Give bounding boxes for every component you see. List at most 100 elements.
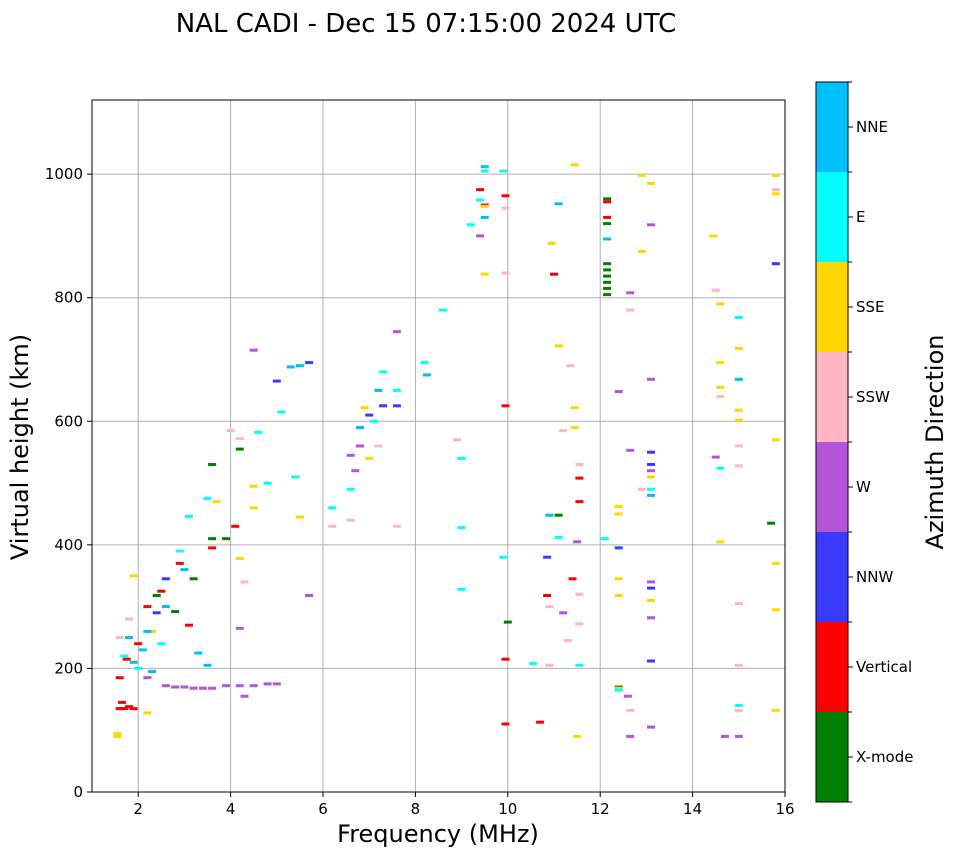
data-point <box>536 720 545 724</box>
data-point <box>122 657 131 661</box>
data-point <box>716 302 725 306</box>
data-point <box>208 686 217 690</box>
data-point <box>480 169 489 173</box>
data-point <box>240 694 249 698</box>
plot-frame-bg <box>92 100 785 792</box>
data-point <box>171 610 180 614</box>
colorbar-segment-nnw <box>816 532 848 622</box>
data-point <box>235 626 244 630</box>
data-point <box>545 513 554 517</box>
data-point <box>543 555 552 559</box>
data-point <box>328 506 337 510</box>
x-axis-label: Frequency (MHz) <box>337 820 539 848</box>
x-axis-ticks: 2 4 6 8 10 12 14 16 <box>133 792 795 818</box>
data-point <box>550 272 558 276</box>
data-point <box>603 200 612 204</box>
data-point <box>180 685 189 689</box>
data-point <box>647 659 655 663</box>
data-point <box>476 188 485 192</box>
y-tick-label: 400 <box>54 536 83 554</box>
data-point <box>360 406 369 410</box>
series-vertical <box>115 188 612 726</box>
data-point <box>374 444 383 448</box>
x-tick-label: 10 <box>498 800 517 818</box>
data-point <box>570 406 579 410</box>
data-point <box>647 616 655 620</box>
series-sse <box>113 163 780 738</box>
data-point <box>194 651 203 655</box>
data-point <box>720 734 729 738</box>
data-point <box>305 361 314 365</box>
data-point <box>113 731 122 735</box>
colorbar-segment-x-mode <box>816 712 848 802</box>
data-point <box>134 642 143 646</box>
data-point <box>503 620 512 624</box>
data-point <box>734 602 743 606</box>
data-point <box>734 377 743 381</box>
data-point <box>365 456 374 460</box>
data-point <box>189 686 198 690</box>
data-point <box>351 469 360 473</box>
data-point <box>547 241 556 245</box>
colorbar-tick-label: NNW <box>856 568 893 586</box>
colorbar-segment-ssw <box>816 352 848 442</box>
data-point <box>711 455 720 459</box>
data-point <box>157 589 166 593</box>
chart-title: NAL CADI - Dec 15 07:15:00 2024 UTC <box>176 9 676 39</box>
data-point <box>734 346 743 350</box>
data-point <box>603 222 612 226</box>
data-point <box>113 734 122 738</box>
data-point <box>249 484 258 488</box>
y-tick-label: 200 <box>54 659 83 677</box>
data-point <box>272 379 281 383</box>
y-axis-label: Virtual height (km) <box>6 334 34 560</box>
data-point <box>545 605 554 609</box>
data-point <box>637 487 646 491</box>
data-point <box>143 629 152 633</box>
data-point <box>161 605 170 609</box>
data-point <box>559 611 568 615</box>
data-point <box>623 694 632 698</box>
data-point <box>614 546 623 550</box>
colorbar-frame <box>815 81 849 803</box>
data-point <box>647 493 655 497</box>
data-point <box>499 169 508 173</box>
data-point <box>647 223 655 227</box>
data-point <box>734 418 743 422</box>
data-point <box>626 708 635 712</box>
colorbar-tick-label: SSE <box>856 298 885 316</box>
data-point <box>295 364 304 368</box>
data-point <box>647 377 655 381</box>
data-point <box>575 476 584 480</box>
data-point <box>603 286 612 290</box>
data-point <box>626 291 635 295</box>
data-point <box>272 682 281 686</box>
data-point <box>501 194 510 198</box>
data-point <box>573 734 582 738</box>
data-point <box>286 365 295 369</box>
data-point <box>614 505 623 509</box>
data-point <box>115 676 124 680</box>
data-point <box>208 537 217 541</box>
data-point <box>711 288 720 292</box>
data-point <box>734 464 743 468</box>
data-point <box>734 316 743 319</box>
x-tick-label: 8 <box>411 800 421 818</box>
data-point <box>157 642 166 646</box>
plot-area: 2 4 6 8 10 12 14 16 0 200 400 600 800 1000 <box>45 99 795 818</box>
colorbar-label: Azimuth Direction <box>921 335 949 550</box>
data-point <box>563 639 572 643</box>
data-point <box>346 453 355 457</box>
data-point <box>771 192 780 196</box>
data-point <box>566 364 575 368</box>
data-point <box>208 463 217 466</box>
data-point <box>356 426 364 429</box>
data-point <box>235 684 244 688</box>
data-point <box>457 587 466 591</box>
data-point <box>148 670 157 673</box>
data-point <box>120 707 129 711</box>
data-point <box>767 521 776 525</box>
data-point <box>501 657 510 661</box>
x-tick-label: 6 <box>318 800 328 818</box>
data-point <box>125 636 133 639</box>
